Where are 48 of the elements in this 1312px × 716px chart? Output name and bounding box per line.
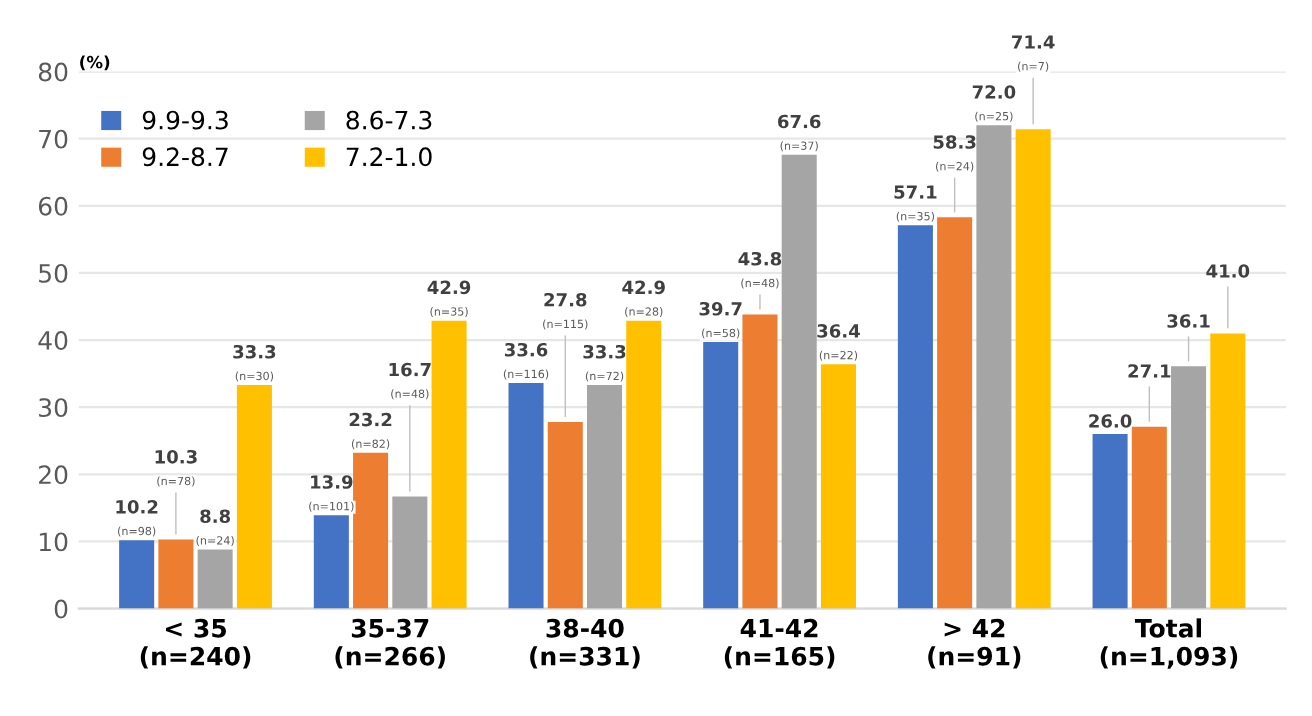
legend-label: 7.2-1.0 [346,147,432,167]
bar [431,320,467,609]
bar [587,385,623,609]
y-tick-label: 50 [39,263,68,283]
x-tick-label: < 35 (n=240) [140,618,251,669]
bar [976,125,1012,609]
bar [119,540,155,609]
legend-label: 8.6-7.3 [346,110,432,130]
data-label: 36.1 [1167,314,1210,328]
y-tick-label: 20 [39,465,68,485]
legend-label: 9.2-8.7 [142,147,228,167]
y-tick-label: 70 [39,129,68,149]
data-label: 26.0 [1089,414,1132,428]
x-tick-label: 35-37 (n=266) [335,618,445,669]
y-axis-title: (%) [80,55,110,71]
x-tick-label: Total (n=1,093) [1100,618,1238,669]
data-label: 27.1 [1128,364,1171,378]
bar [508,383,544,609]
bar [897,225,933,609]
bar [392,496,428,609]
bar [236,385,272,609]
bar [197,549,233,609]
bar [1131,426,1167,609]
bar [626,320,662,609]
x-tick-label: 38-40 (n=331) [530,618,640,669]
bar [313,515,349,609]
bar [1210,333,1246,609]
x-tick-label: 41-42 (n=165) [724,618,835,669]
data-label: 41.0 [1206,264,1250,278]
bar [547,421,583,609]
bar [781,154,817,609]
bar [937,217,973,609]
bar [158,539,194,609]
y-tick-label: 0 [54,599,68,619]
y-tick-label: 30 [39,398,68,418]
y-tick-label: 60 [38,196,68,216]
y-tick-label: 80 [38,62,68,82]
bar [703,342,739,609]
bar [1171,366,1207,609]
bar [353,452,389,609]
x-tick-label: > 42 (n=91) [928,618,1021,669]
y-tick-label: 40 [38,331,68,350]
bar [742,314,778,609]
y-tick-label: 10 [39,532,68,552]
legend-label: 9.9-9.3 [142,110,228,130]
bar [1092,434,1128,609]
bar [820,364,856,609]
bar [1015,129,1051,609]
